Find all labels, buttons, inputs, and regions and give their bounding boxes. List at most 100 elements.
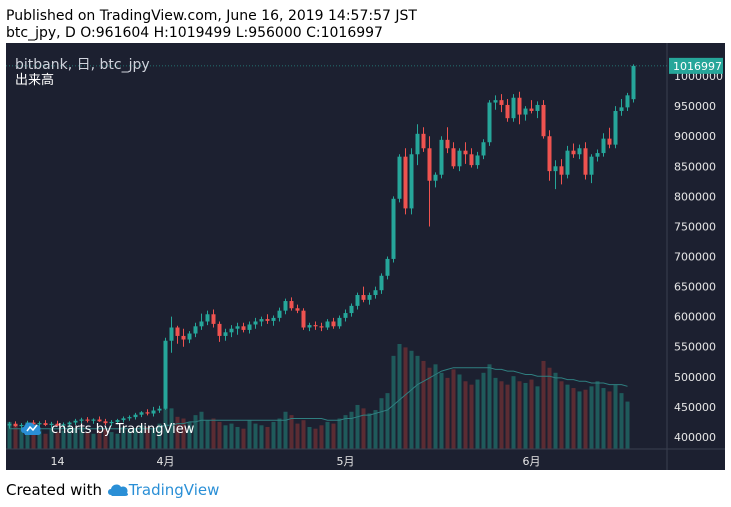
volume-bar	[511, 376, 516, 449]
candle-body	[625, 95, 630, 108]
volume-bar	[385, 393, 390, 449]
candle-body	[235, 326, 240, 329]
candle-body	[283, 301, 288, 311]
chart-panel[interactable]: 400000 450000 500000 550000 600000 650000 7000…	[6, 43, 725, 470]
candle	[583, 142, 588, 180]
tradingview-watermark[interactable]: charts by TradingView	[21, 422, 195, 437]
candle	[505, 98, 510, 122]
candle-body	[415, 133, 420, 155]
candle-body	[313, 325, 318, 327]
volume-bar	[607, 391, 612, 449]
candle-body	[205, 314, 210, 322]
candle-body	[271, 317, 276, 321]
volume-bar	[223, 425, 228, 449]
candle-body	[409, 154, 414, 209]
candle-body	[613, 110, 618, 145]
volume-bar	[163, 404, 168, 449]
candle-body	[367, 295, 372, 300]
candle	[139, 411, 144, 418]
candle-body	[349, 305, 354, 314]
volume-bar	[373, 410, 378, 449]
candle-body	[421, 133, 426, 149]
candle	[607, 127, 612, 149]
x-tick-label: 6月	[523, 455, 541, 468]
volume-bar	[547, 367, 552, 449]
volume-bar	[481, 372, 486, 449]
candle-body	[373, 290, 378, 296]
candle	[427, 136, 432, 227]
volume-bar	[625, 401, 630, 449]
candle	[367, 292, 372, 305]
volume-bar	[139, 425, 144, 449]
volume-bar	[169, 408, 174, 449]
candle	[439, 136, 444, 179]
candle	[541, 100, 546, 139]
volume-bar	[37, 430, 42, 449]
candle	[7, 421, 12, 429]
candle-body	[157, 408, 162, 411]
y-tick-label: 750000	[674, 220, 716, 233]
candle	[211, 309, 216, 328]
candle-body	[19, 424, 24, 427]
candle-body	[505, 104, 510, 119]
candle-body	[529, 108, 534, 111]
candle-body	[55, 423, 60, 426]
candle-body	[43, 423, 48, 425]
candle-body	[457, 150, 462, 167]
candle	[337, 315, 342, 329]
volume-label: 出来高	[15, 72, 54, 88]
candle	[217, 321, 222, 342]
candle	[589, 154, 594, 184]
candle	[397, 154, 402, 203]
candle-body	[343, 313, 348, 318]
candle	[373, 286, 378, 299]
volume-bar	[571, 388, 576, 449]
volume-bar	[253, 423, 258, 449]
candle	[253, 317, 258, 329]
chart-title: bitbank, 日, btc_jpy	[15, 57, 150, 73]
candle	[229, 325, 234, 338]
candle-body	[535, 104, 540, 111]
volume-bar	[319, 425, 324, 449]
volume-bar	[187, 421, 192, 449]
volume-bar	[469, 384, 474, 449]
volume-bar	[409, 350, 414, 449]
candle-body	[355, 295, 360, 306]
candle	[223, 328, 228, 341]
volume-bar	[121, 426, 126, 449]
candle	[283, 298, 288, 315]
candle-body	[385, 258, 390, 276]
candle-body	[187, 333, 192, 340]
candle-body	[121, 418, 126, 421]
volume-bar	[577, 391, 582, 449]
volume-bar	[421, 360, 426, 449]
candle-body	[241, 326, 246, 330]
candle	[595, 149, 600, 162]
candle	[241, 322, 246, 333]
candle-body	[289, 301, 294, 309]
candle-body	[259, 319, 264, 322]
volume-layer	[7, 344, 630, 449]
candle	[109, 420, 114, 427]
candle-body	[145, 412, 150, 414]
volume-bar	[439, 372, 444, 449]
candle	[361, 286, 366, 303]
candle-body	[253, 321, 258, 325]
candle	[145, 409, 150, 416]
candle-body	[601, 138, 606, 154]
candle	[475, 151, 480, 169]
volume-bar	[19, 428, 24, 449]
candle	[511, 94, 516, 122]
candle	[319, 322, 324, 332]
candle	[409, 148, 414, 215]
candle-body	[463, 150, 468, 155]
candle	[13, 421, 18, 427]
volume-bar	[559, 381, 564, 449]
candle-body	[589, 156, 594, 175]
footer-brand[interactable]: TradingView	[128, 481, 220, 499]
candlestick-chart[interactable]: 400000 450000 500000 550000 600000 650000 7000…	[6, 43, 725, 470]
candle	[151, 406, 156, 417]
volume-bar	[247, 420, 252, 449]
candle-body	[127, 417, 132, 419]
candle	[19, 423, 24, 430]
